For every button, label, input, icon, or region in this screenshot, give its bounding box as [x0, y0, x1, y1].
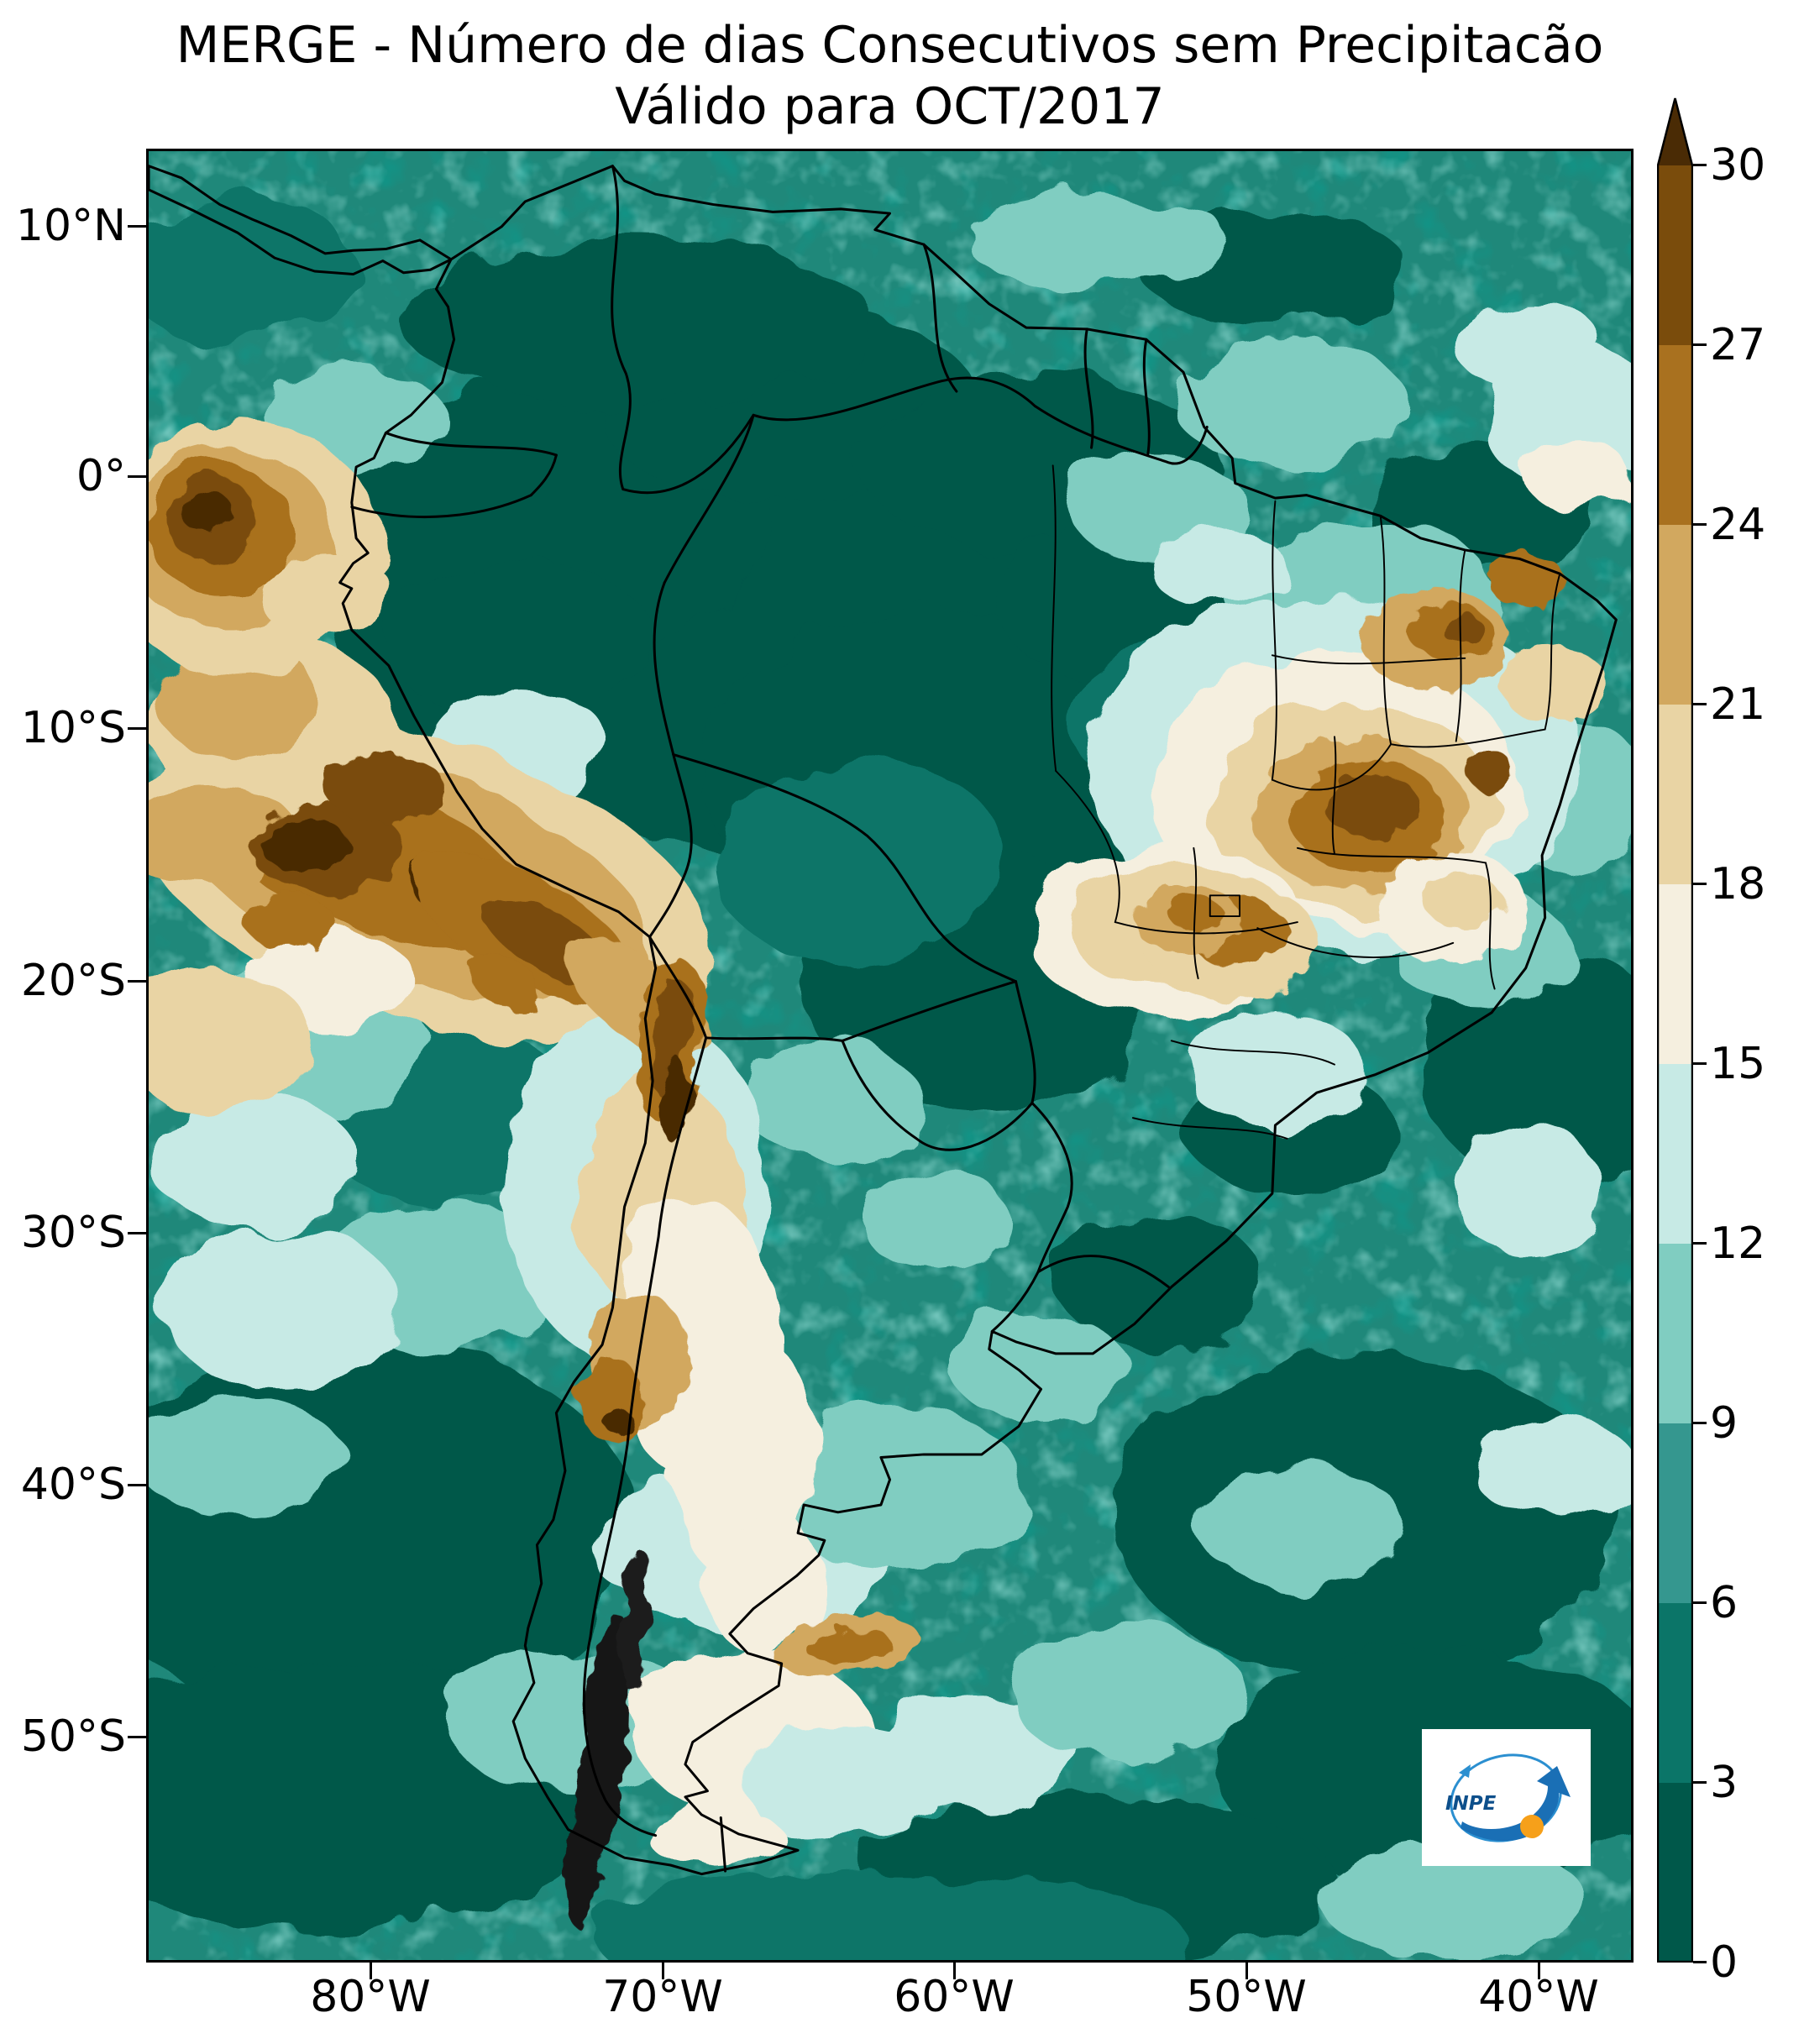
colorbar-segment [1658, 345, 1692, 525]
logo-orbit-arrowhead [1459, 1764, 1471, 1778]
colorbar-label-21: 21 [1710, 679, 1766, 730]
y-tick-mark [128, 1736, 146, 1738]
y-tick-mark [128, 980, 146, 983]
map-svg [149, 151, 1631, 1960]
colorbar-segment [1658, 705, 1692, 884]
colorbar-label-15: 15 [1710, 1039, 1766, 1089]
colorbar-label-12: 12 [1710, 1219, 1766, 1269]
colorbar-tick-mark [1693, 164, 1707, 166]
state-borders [1051, 464, 1561, 1140]
y-tick-label-30s: 30°S [20, 1208, 126, 1258]
colorbar-tick-mark [1693, 1422, 1707, 1424]
title-block: MERGE - Número de dias Consecutivos sem … [146, 15, 1634, 138]
x-tick-mark [662, 1963, 664, 1979]
colorbar-tick-mark [1693, 1601, 1707, 1604]
x-tick-label-40w: 40°W [1478, 1972, 1599, 2022]
logo-text: INPE [1445, 1793, 1497, 1815]
y-tick-label-40s: 40°S [20, 1460, 126, 1510]
y-tick-mark [128, 475, 146, 478]
colorbar-tick-mark [1693, 343, 1707, 346]
colorbar-tick-mark [1693, 1781, 1707, 1784]
colorbar-tick-mark [1693, 1062, 1707, 1065]
colorbar-label-9: 9 [1710, 1398, 1738, 1449]
colorbar-segment [1658, 1603, 1692, 1783]
y-tick-mark [128, 1232, 146, 1234]
y-tick-label-10s: 10°S [20, 703, 126, 753]
logo-arrow [1461, 1766, 1571, 1842]
colorbar-outline [1657, 97, 1693, 1963]
colorbar-extend-arrow [1658, 98, 1692, 165]
colorbar-segment [1658, 1244, 1692, 1423]
colorbar-label-0: 0 [1710, 1937, 1738, 1988]
colorbar-tick-mark [1693, 1961, 1707, 1963]
precipitation-raster-cores [166, 474, 1607, 1931]
colorbar-tick-mark [1693, 1242, 1707, 1245]
x-tick-mark [953, 1963, 956, 1979]
chart-title: MERGE - Número de dias Consecutivos sem … [176, 16, 1604, 75]
colorbar-segment [1658, 525, 1692, 705]
colorbar-label-27: 27 [1710, 320, 1766, 370]
map-plot: INPE [146, 149, 1634, 1963]
x-tick-mark [1245, 1963, 1248, 1979]
colorbar-segment [1658, 1423, 1692, 1603]
colorbar-segment [1658, 165, 1692, 345]
y-tick-label-20s: 20°S [20, 956, 126, 1006]
colorbar-label-24: 24 [1710, 500, 1766, 550]
x-tick-label-80w: 80°W [310, 1972, 431, 2022]
colorbar-segment [1658, 1783, 1692, 1963]
colorbar-segment [1658, 884, 1692, 1064]
logo-orange-dot [1520, 1815, 1544, 1838]
y-tick-label-0: 0° [76, 451, 126, 501]
x-tick-mark [1538, 1963, 1540, 1979]
y-tick-mark [128, 1484, 146, 1486]
y-tick-label-10n: 10°N [15, 201, 126, 251]
colorbar-label-6: 6 [1710, 1578, 1738, 1628]
colorbar-label-18: 18 [1710, 859, 1766, 909]
y-tick-mark [128, 727, 146, 730]
colorbar-label-30: 30 [1710, 140, 1766, 191]
x-tick-mark [370, 1963, 372, 1979]
y-tick-label-50s: 50°S [20, 1711, 126, 1762]
colorbar-segment [1658, 1064, 1692, 1244]
y-tick-mark [128, 225, 146, 228]
colorbar-tick-mark [1693, 883, 1707, 885]
colorbar-tick-mark [1693, 523, 1707, 526]
country-borders [149, 165, 1618, 1876]
colorbar-tick-mark [1693, 703, 1707, 705]
x-tick-label-70w: 70°W [602, 1972, 723, 2022]
chart-subtitle: Válido para OCT/2017 [615, 77, 1165, 137]
colorbar-label-3: 3 [1710, 1758, 1738, 1808]
inpe-logo: INPE [1422, 1729, 1591, 1866]
colorbar [1657, 97, 1693, 1963]
x-tick-label-50w: 50°W [1186, 1972, 1307, 2022]
x-tick-label-60w: 60°W [894, 1972, 1015, 2022]
